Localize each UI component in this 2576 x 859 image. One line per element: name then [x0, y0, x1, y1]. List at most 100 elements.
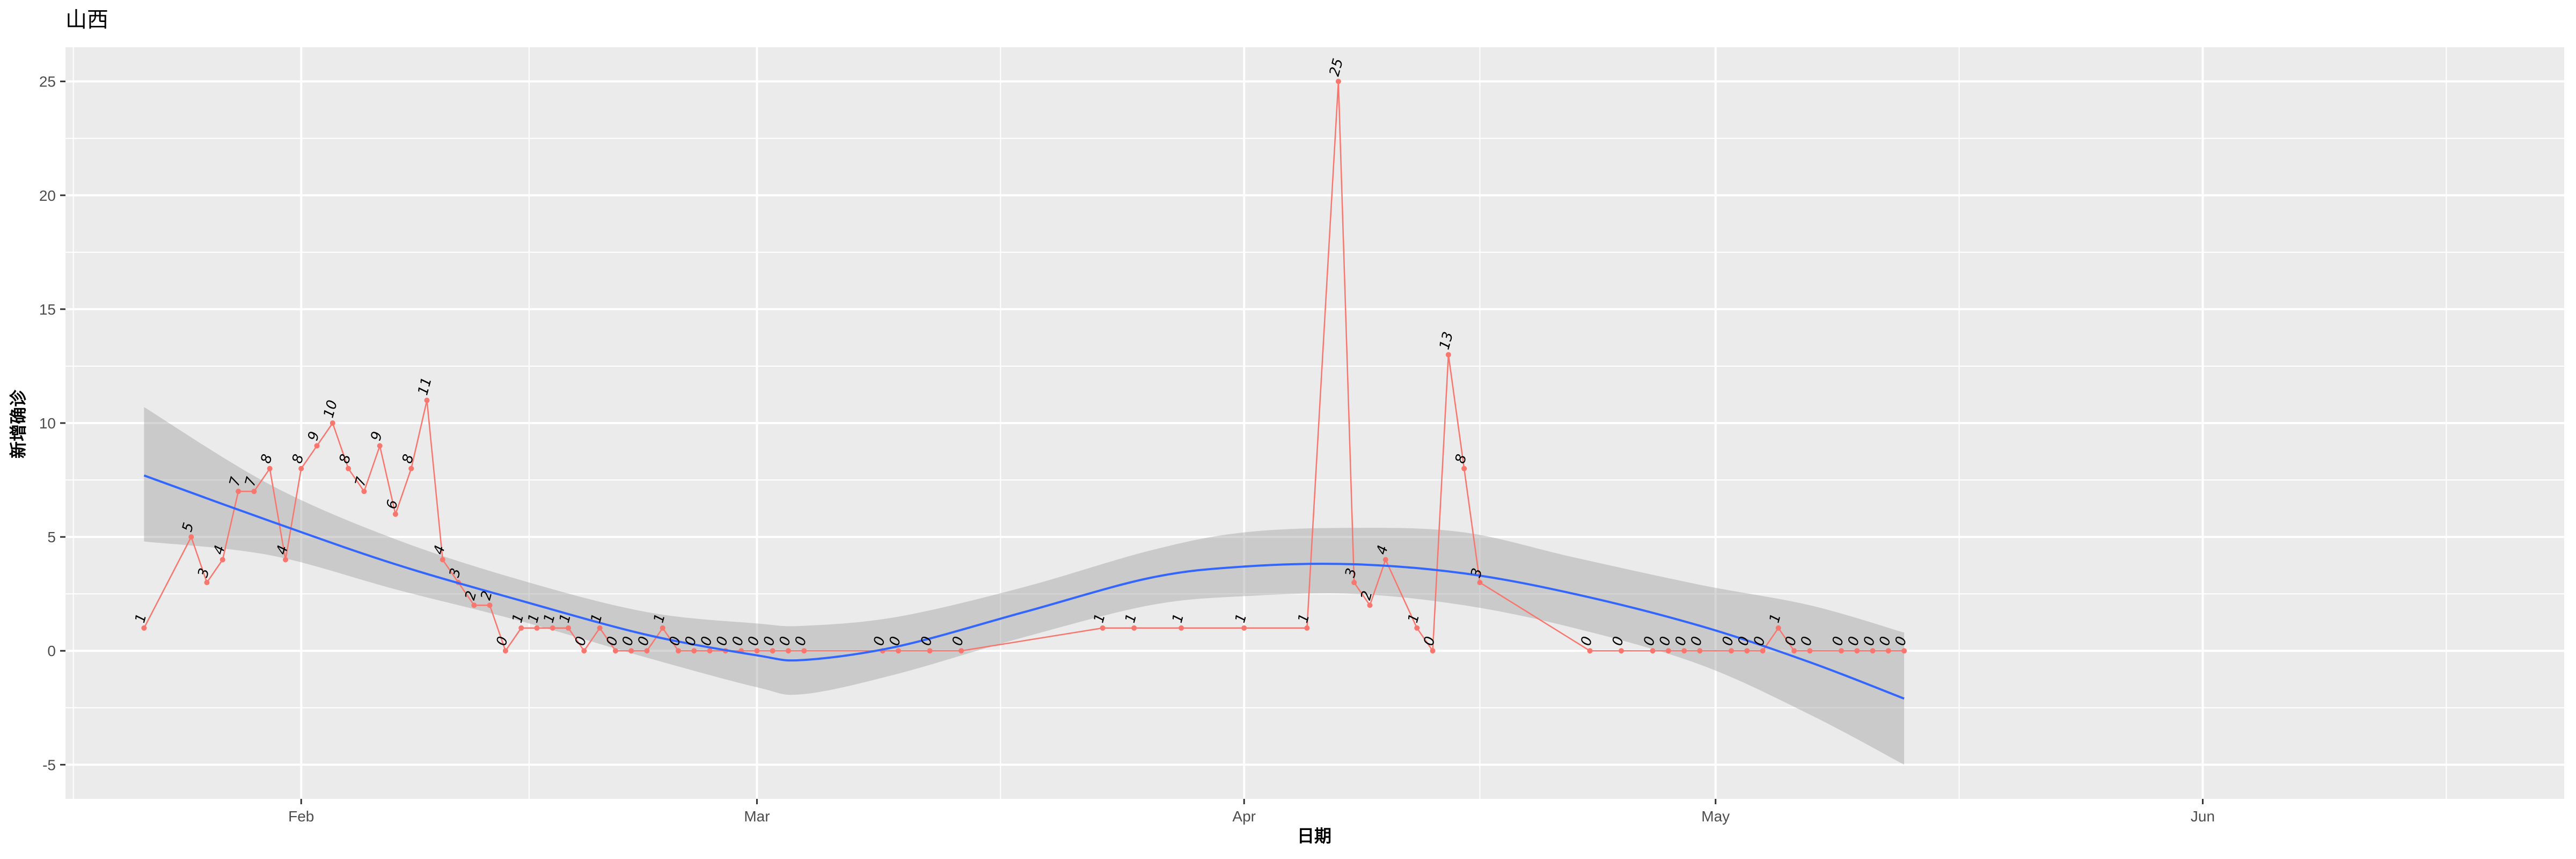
data-point — [1241, 625, 1247, 631]
data-point — [141, 625, 147, 631]
data-point — [361, 489, 367, 494]
smooth-trend-line — [143, 474, 1905, 700]
data-point — [1351, 580, 1357, 585]
data-point — [346, 465, 352, 471]
y-tick-label: 10 — [39, 415, 56, 432]
data-label: 0 — [949, 635, 967, 647]
data-label: 3 — [195, 566, 213, 579]
data-label: 2 — [462, 589, 480, 602]
data-label: 0 — [792, 635, 810, 647]
data-point — [1445, 352, 1451, 358]
data-label: 1 — [1169, 612, 1187, 625]
data-label: 6 — [384, 498, 401, 511]
data-point — [377, 443, 383, 449]
data-label: 0 — [1751, 635, 1768, 647]
data-point — [314, 443, 320, 449]
data-label: 0 — [1735, 635, 1753, 647]
data-label: 1 — [557, 612, 574, 625]
data-label: 0 — [1798, 635, 1816, 647]
data-point — [1587, 648, 1593, 654]
data-point — [1807, 648, 1813, 654]
data-label: 0 — [619, 635, 637, 647]
major-gridlines — [65, 47, 2564, 799]
data-point — [440, 557, 445, 563]
data-point — [1791, 648, 1797, 654]
data-point — [1335, 78, 1341, 84]
data-label: 0 — [1877, 635, 1894, 647]
y-tick-label: 0 — [47, 643, 56, 659]
data-point — [1430, 648, 1436, 654]
y-axis-title: 新增确诊 — [8, 389, 28, 458]
data-point — [1414, 625, 1420, 631]
data-point — [1461, 465, 1467, 471]
data-point — [1870, 648, 1876, 654]
x-tick-label: Apr — [1232, 808, 1256, 825]
data-label: 4 — [211, 544, 229, 557]
data-point — [188, 534, 194, 540]
data-point — [1650, 648, 1656, 654]
y-tick-label: 25 — [39, 74, 56, 90]
data-point — [1775, 625, 1781, 631]
data-point — [267, 465, 273, 471]
data-point — [251, 489, 257, 494]
data-label: 0 — [729, 635, 747, 647]
y-axis: -5 0 5 10 15 20 25 — [39, 74, 65, 773]
data-point — [1179, 625, 1184, 631]
data-point — [754, 648, 760, 654]
data-point — [424, 397, 430, 403]
data-label: 0 — [698, 635, 715, 647]
data-label: 9 — [368, 430, 385, 442]
data-point — [1477, 580, 1483, 585]
data-point — [1744, 648, 1750, 654]
data-label: 0 — [682, 635, 700, 647]
data-label: 0 — [1672, 635, 1690, 647]
data-label: 0 — [1421, 635, 1438, 647]
data-labels: 1534778489108796811432201111010001000000… — [132, 57, 1910, 647]
data-label: 8 — [399, 453, 417, 465]
data-point — [518, 625, 524, 631]
data-label: 5 — [179, 521, 197, 534]
data-point — [408, 465, 414, 471]
data-point — [204, 580, 210, 585]
data-point — [534, 625, 540, 631]
data-point — [691, 648, 697, 654]
data-point — [676, 648, 681, 654]
data-label: 0 — [745, 635, 763, 647]
data-label: 1 — [1091, 612, 1108, 625]
y-tick-label: 15 — [39, 301, 56, 318]
x-tick-label: Jun — [2191, 808, 2215, 825]
data-label: 1 — [1295, 612, 1313, 625]
data-point — [566, 625, 572, 631]
data-label: 0 — [1845, 635, 1863, 647]
data-label: 1 — [541, 612, 559, 625]
series-line — [143, 81, 1905, 653]
data-label: 0 — [1892, 635, 1910, 647]
data-label: 8 — [289, 453, 307, 465]
data-label: 8 — [336, 453, 354, 465]
data-label: 0 — [777, 635, 794, 647]
data-point — [644, 648, 650, 654]
data-label: 4 — [274, 544, 291, 557]
data-label: 0 — [1719, 635, 1737, 647]
data-point — [927, 648, 933, 654]
x-tick-label: Mar — [744, 808, 770, 825]
data-point — [487, 602, 493, 608]
data-point — [786, 648, 791, 654]
data-label: 0 — [1578, 635, 1596, 647]
data-point — [236, 489, 241, 494]
data-point — [550, 625, 555, 631]
data-point — [1885, 648, 1891, 654]
x-tick-label: Feb — [288, 808, 314, 825]
x-tick-label: May — [1701, 808, 1730, 825]
data-point — [581, 648, 587, 654]
data-label: 1 — [588, 612, 605, 625]
data-point — [896, 648, 901, 654]
data-label: 2 — [1358, 589, 1375, 602]
data-label: 8 — [1452, 453, 1470, 465]
confidence-ribbon — [144, 407, 1905, 765]
data-point — [502, 648, 508, 654]
data-label: 1 — [1405, 612, 1423, 625]
data-label: 8 — [258, 453, 275, 465]
data-point — [628, 648, 634, 654]
